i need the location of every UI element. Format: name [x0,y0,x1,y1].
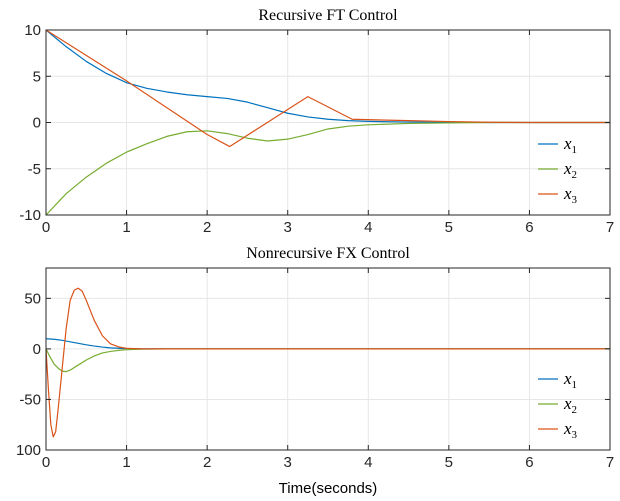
y-tick-label: -50 [19,391,41,408]
y-tick-label: 100 [16,442,41,459]
y-tick-label: 5 [33,68,41,85]
x-tick-label: 4 [364,454,372,471]
series-line-x2 [45,121,610,216]
series-line-x3 [45,287,610,438]
x-tick-label: 7 [606,454,614,471]
x-tick-label: 5 [445,219,453,236]
plot-area [46,268,610,450]
x-tick-label: 3 [284,454,292,471]
legend-label-x3: x3 [563,419,578,441]
x-tick-label: 2 [203,454,211,471]
x-tick-label: 3 [284,219,292,236]
x-tick-label: 1 [122,219,130,236]
y-tick-label: 10 [24,22,41,39]
x-tick-label: 7 [606,219,614,236]
axes-box [45,267,611,451]
x-tick-label: 0 [42,219,50,236]
y-tick-label: 0 [33,115,41,132]
legend-label-x2: x2 [563,394,577,416]
x-tick-label: 6 [525,454,533,471]
x-tick-label: 2 [203,219,211,236]
legend-label-x3: x3 [563,184,578,206]
y-tick-label: -10 [19,207,41,224]
series-line-x3 [45,29,610,148]
x-tick-label: 1 [122,454,130,471]
chart-recursive-ft: 0 1 2 3 4 5 6 7 -10 -5 0 5 10 Recursive FT Control x1 x… [19,7,614,236]
y-tick-label: 50 [24,290,41,307]
y-tick-label: 0 [33,341,41,358]
legend-label-x1: x1 [563,134,577,156]
x-axis-label: Time(seconds) [279,480,378,497]
x-tick-label: 0 [42,454,50,471]
chart-nonrecursive-fx: 0 1 2 3 4 5 6 7 100 -50 0 50 Nonrecursive FX Control… [16,245,614,497]
chart-title: Nonrecursive FX Control [246,245,410,262]
legend-label-x2: x2 [563,159,577,181]
legend-label-x1: x1 [563,369,577,391]
y-tick-label: -5 [28,161,41,178]
chart-title: Recursive FT Control [258,7,398,24]
x-tick-label: 5 [445,454,453,471]
series-line-x1 [45,29,610,124]
x-tick-label: 6 [525,219,533,236]
x-tick-label: 4 [364,219,372,236]
